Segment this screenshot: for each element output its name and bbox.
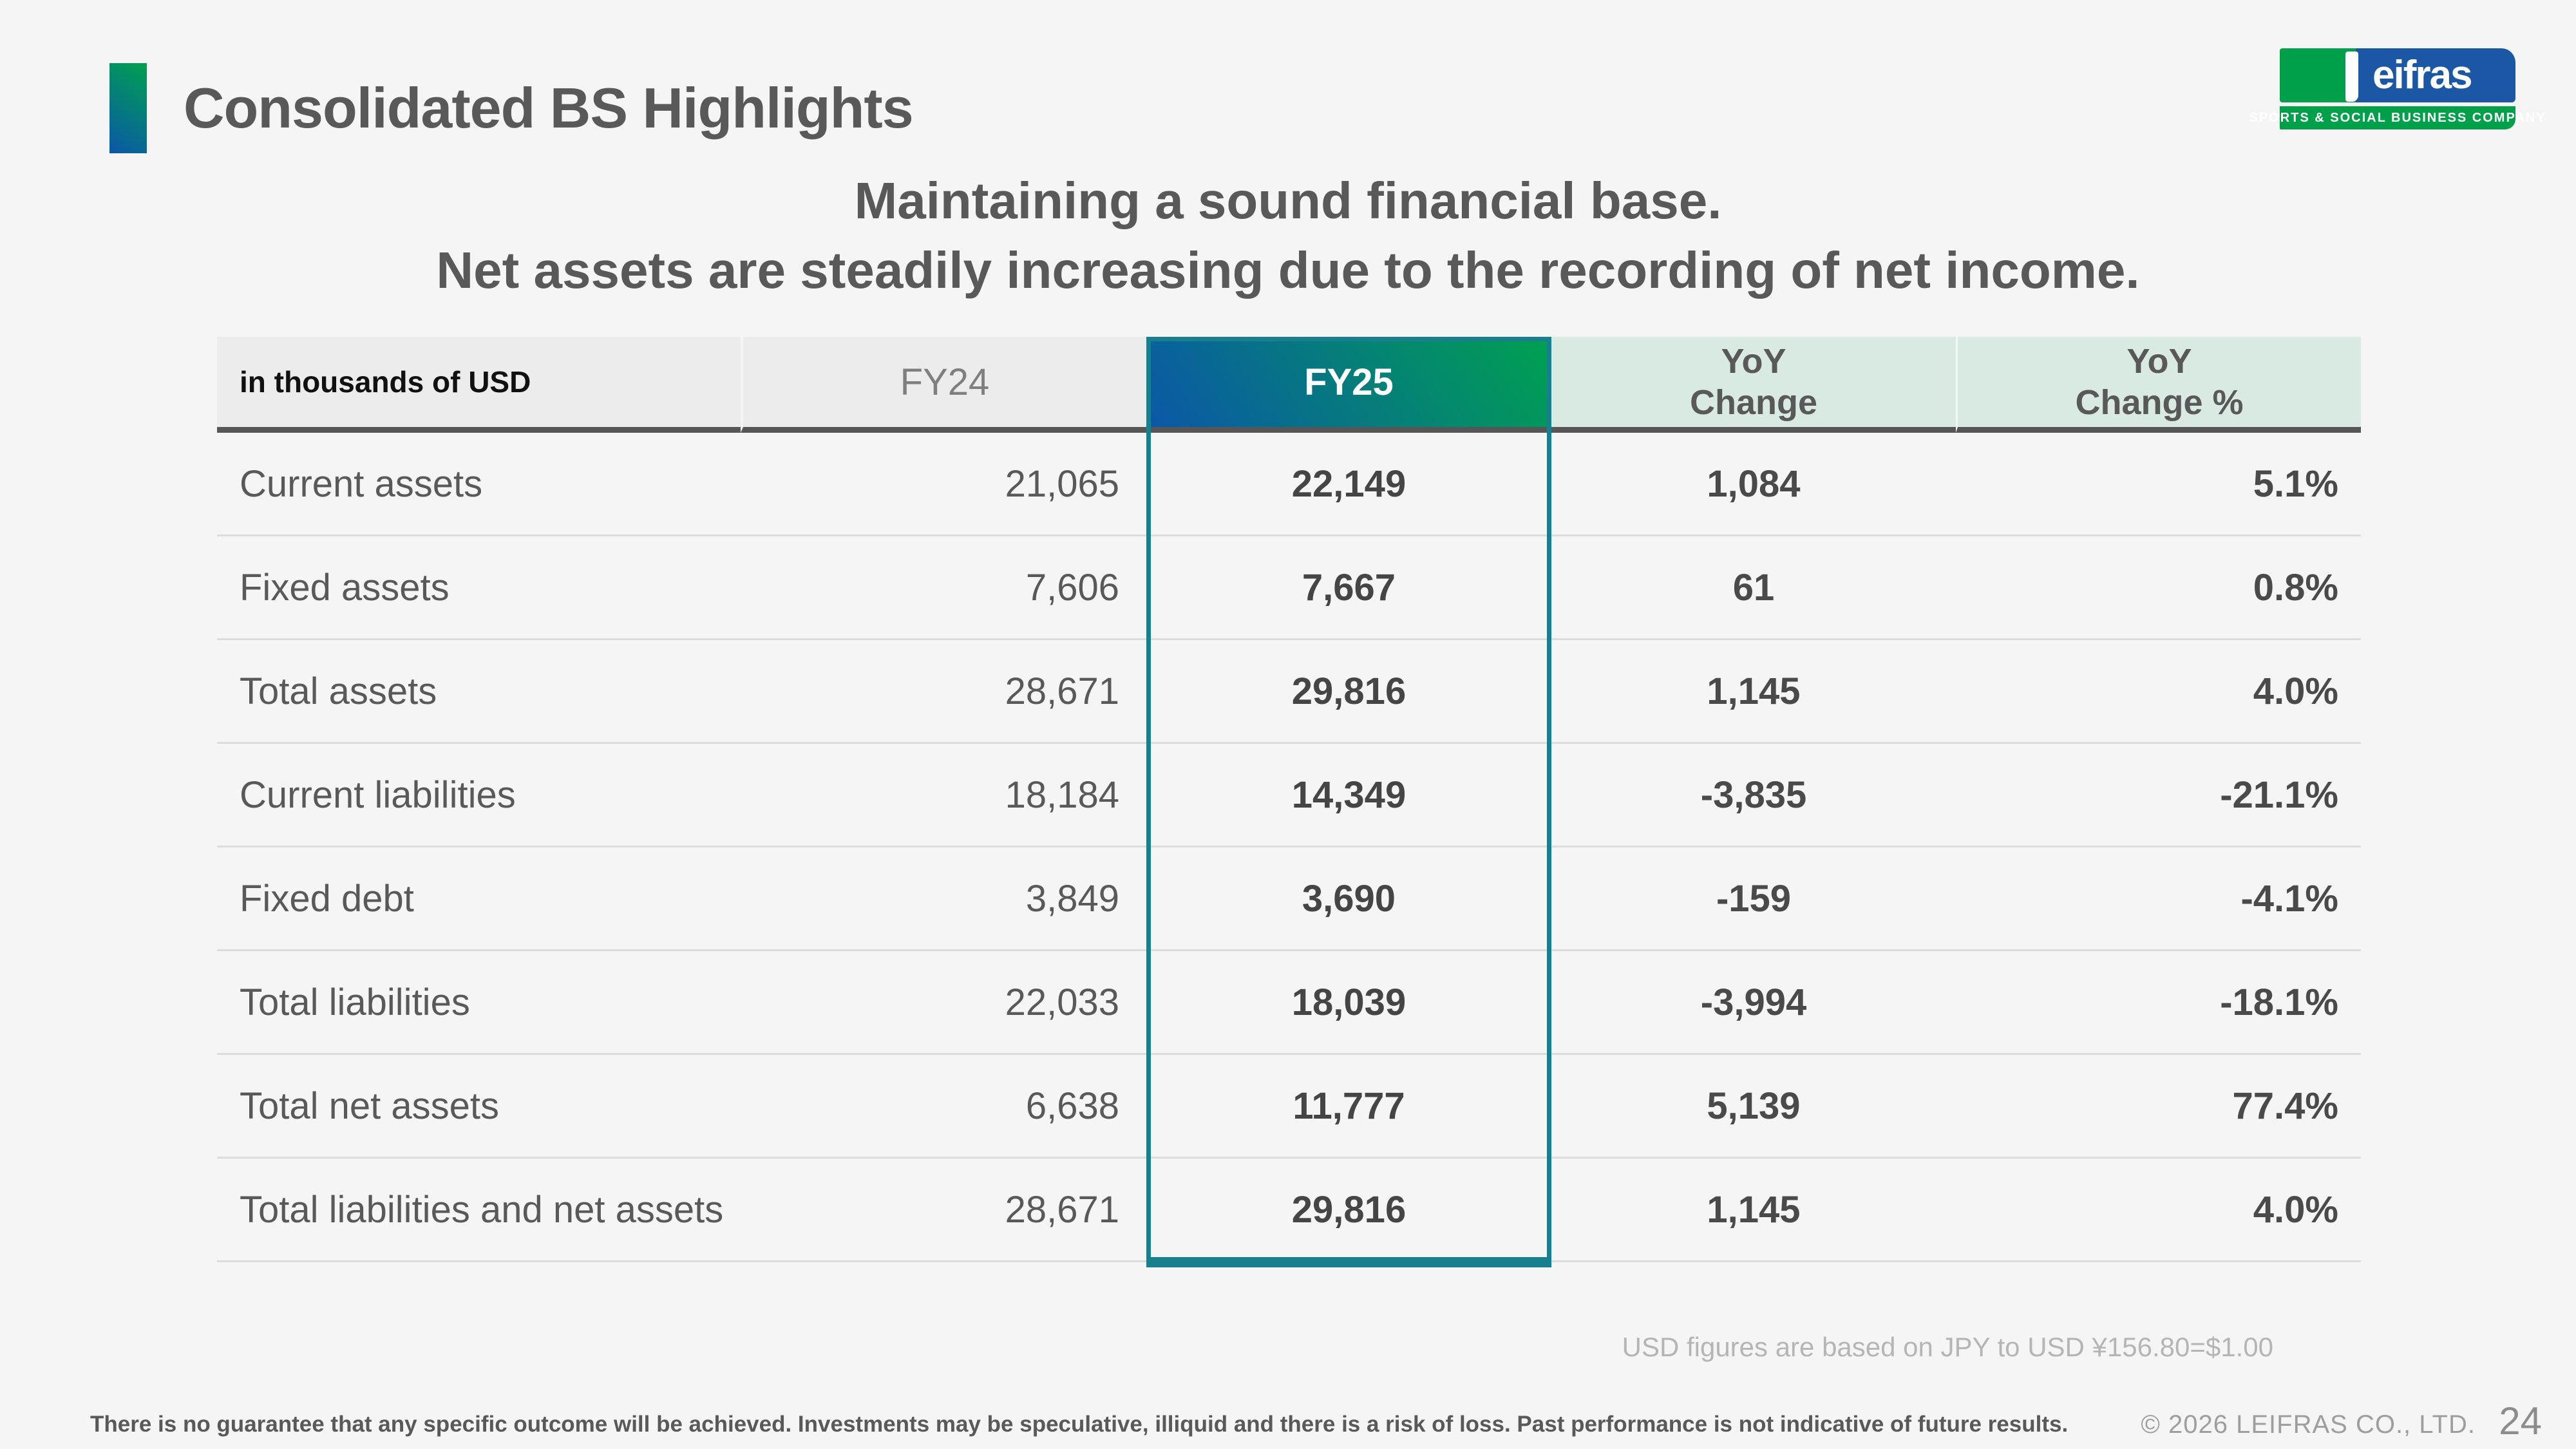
yoy-change-column-header: YoY Change bbox=[1551, 341, 1956, 423]
fy25-value: 22,149 bbox=[1146, 433, 1551, 536]
row-label: Current liabilities bbox=[217, 744, 741, 848]
page-title: Consolidated BS Highlights bbox=[184, 76, 914, 140]
yoy-change-value: 1,084 bbox=[1551, 433, 1956, 536]
fy24-value: 28,671 bbox=[741, 640, 1146, 744]
yoy-change-pct-value: 4.0% bbox=[1956, 1159, 2361, 1262]
fy25-value: 29,816 bbox=[1146, 1159, 1551, 1262]
fy24-column-header: FY24 bbox=[900, 361, 990, 403]
yoy-change-value: -3,994 bbox=[1551, 951, 1956, 1055]
fy25-value: 11,777 bbox=[1146, 1055, 1551, 1159]
yoy-change-pct-value: 5.1% bbox=[1956, 433, 2361, 536]
yoy-change-pct-value: 77.4% bbox=[1956, 1055, 2361, 1159]
leifras-logo: eifras SPORTS & SOCIAL BUSINESS COMPANY bbox=[2249, 48, 2545, 131]
header-yoy-pct-cell: YoY Change % bbox=[1956, 337, 2361, 433]
yoy-change-pct-value: -4.1% bbox=[1956, 848, 2361, 951]
yoy-change-pct-value: 4.0% bbox=[1956, 640, 2361, 744]
slide-message: Maintaining a sound financial base. Net … bbox=[0, 166, 2576, 305]
yoy-change-value: 5,139 bbox=[1551, 1055, 1956, 1159]
fy25-value: 3,690 bbox=[1146, 848, 1551, 951]
fy24-value: 6,638 bbox=[741, 1055, 1146, 1159]
balance-sheet-table: in thousands of USD FY24 FY25 YoY Change… bbox=[217, 337, 2361, 1267]
fy25-value: 14,349 bbox=[1146, 744, 1551, 848]
header-unit-cell: in thousands of USD bbox=[217, 337, 741, 433]
copyright-text: © 2026 LEIFRAS CO., LTD. bbox=[2141, 1410, 2476, 1439]
yoy-pct-line2: Change % bbox=[2075, 383, 2244, 422]
fy25-value: 29,816 bbox=[1146, 640, 1551, 744]
yoy-change-value: -159 bbox=[1551, 848, 1956, 951]
yoy-change-line1: YoY bbox=[1721, 342, 1786, 381]
unit-label: in thousands of USD bbox=[240, 365, 531, 399]
row-label: Total net assets bbox=[217, 1055, 741, 1159]
table-grid: in thousands of USD FY24 FY25 YoY Change… bbox=[217, 337, 2361, 1262]
yoy-change-pct-value: 0.8% bbox=[1956, 536, 2361, 640]
fy25-value: 7,667 bbox=[1146, 536, 1551, 640]
header-yoy-change-cell: YoY Change bbox=[1551, 337, 1956, 433]
fx-rate-note: USD figures are based on JPY to USD ¥156… bbox=[1622, 1332, 2273, 1362]
yoy-pct-column-header: YoY Change % bbox=[1958, 341, 2361, 423]
fy25-column-header: FY25 bbox=[1304, 361, 1394, 403]
row-label: Total liabilities and net assets bbox=[217, 1159, 741, 1262]
fy24-value: 7,606 bbox=[741, 536, 1146, 640]
header-fy24-cell: FY24 bbox=[741, 337, 1146, 433]
slide-message-line2: Net assets are steadily increasing due t… bbox=[436, 242, 2140, 299]
row-label: Fixed debt bbox=[217, 848, 741, 951]
page-number: 24 bbox=[2499, 1399, 2542, 1443]
yoy-change-value: 1,145 bbox=[1551, 1159, 1956, 1262]
title-accent-bar bbox=[109, 63, 147, 153]
row-label: Total liabilities bbox=[217, 951, 741, 1055]
fy24-value: 18,184 bbox=[741, 744, 1146, 848]
row-label: Current assets bbox=[217, 433, 741, 536]
logo-letter-l bbox=[2345, 52, 2358, 102]
logo-wordmark-text: eifras bbox=[2372, 53, 2472, 97]
fy24-value: 21,065 bbox=[741, 433, 1146, 536]
yoy-change-value: 1,145 bbox=[1551, 640, 1956, 744]
row-label: Total assets bbox=[217, 640, 741, 744]
header-fy25-cell: FY25 bbox=[1146, 337, 1551, 433]
yoy-change-line2: Change bbox=[1689, 383, 1818, 422]
yoy-change-pct-value: -21.1% bbox=[1956, 744, 2361, 848]
yoy-change-value: -3,835 bbox=[1551, 744, 1956, 848]
yoy-pct-line1: YoY bbox=[2126, 342, 2192, 381]
logo-green-block bbox=[2280, 48, 2356, 102]
disclaimer-text: There is no guarantee that any specific … bbox=[90, 1412, 2069, 1437]
slide-message-line1: Maintaining a sound financial base. bbox=[854, 172, 1722, 229]
fy25-value: 18,039 bbox=[1146, 951, 1551, 1055]
logo-blue-block: eifras bbox=[2356, 48, 2515, 102]
logo-wordmark-block: eifras bbox=[2280, 48, 2515, 102]
yoy-change-pct-value: -18.1% bbox=[1956, 951, 2361, 1055]
fy24-value: 3,849 bbox=[741, 848, 1146, 951]
fy24-value: 28,671 bbox=[741, 1159, 1146, 1262]
logo-tagline: SPORTS & SOCIAL BUSINESS COMPANY bbox=[2249, 106, 2545, 129]
row-label: Fixed assets bbox=[217, 536, 741, 640]
yoy-change-value: 61 bbox=[1551, 536, 1956, 640]
fy24-value: 22,033 bbox=[741, 951, 1146, 1055]
